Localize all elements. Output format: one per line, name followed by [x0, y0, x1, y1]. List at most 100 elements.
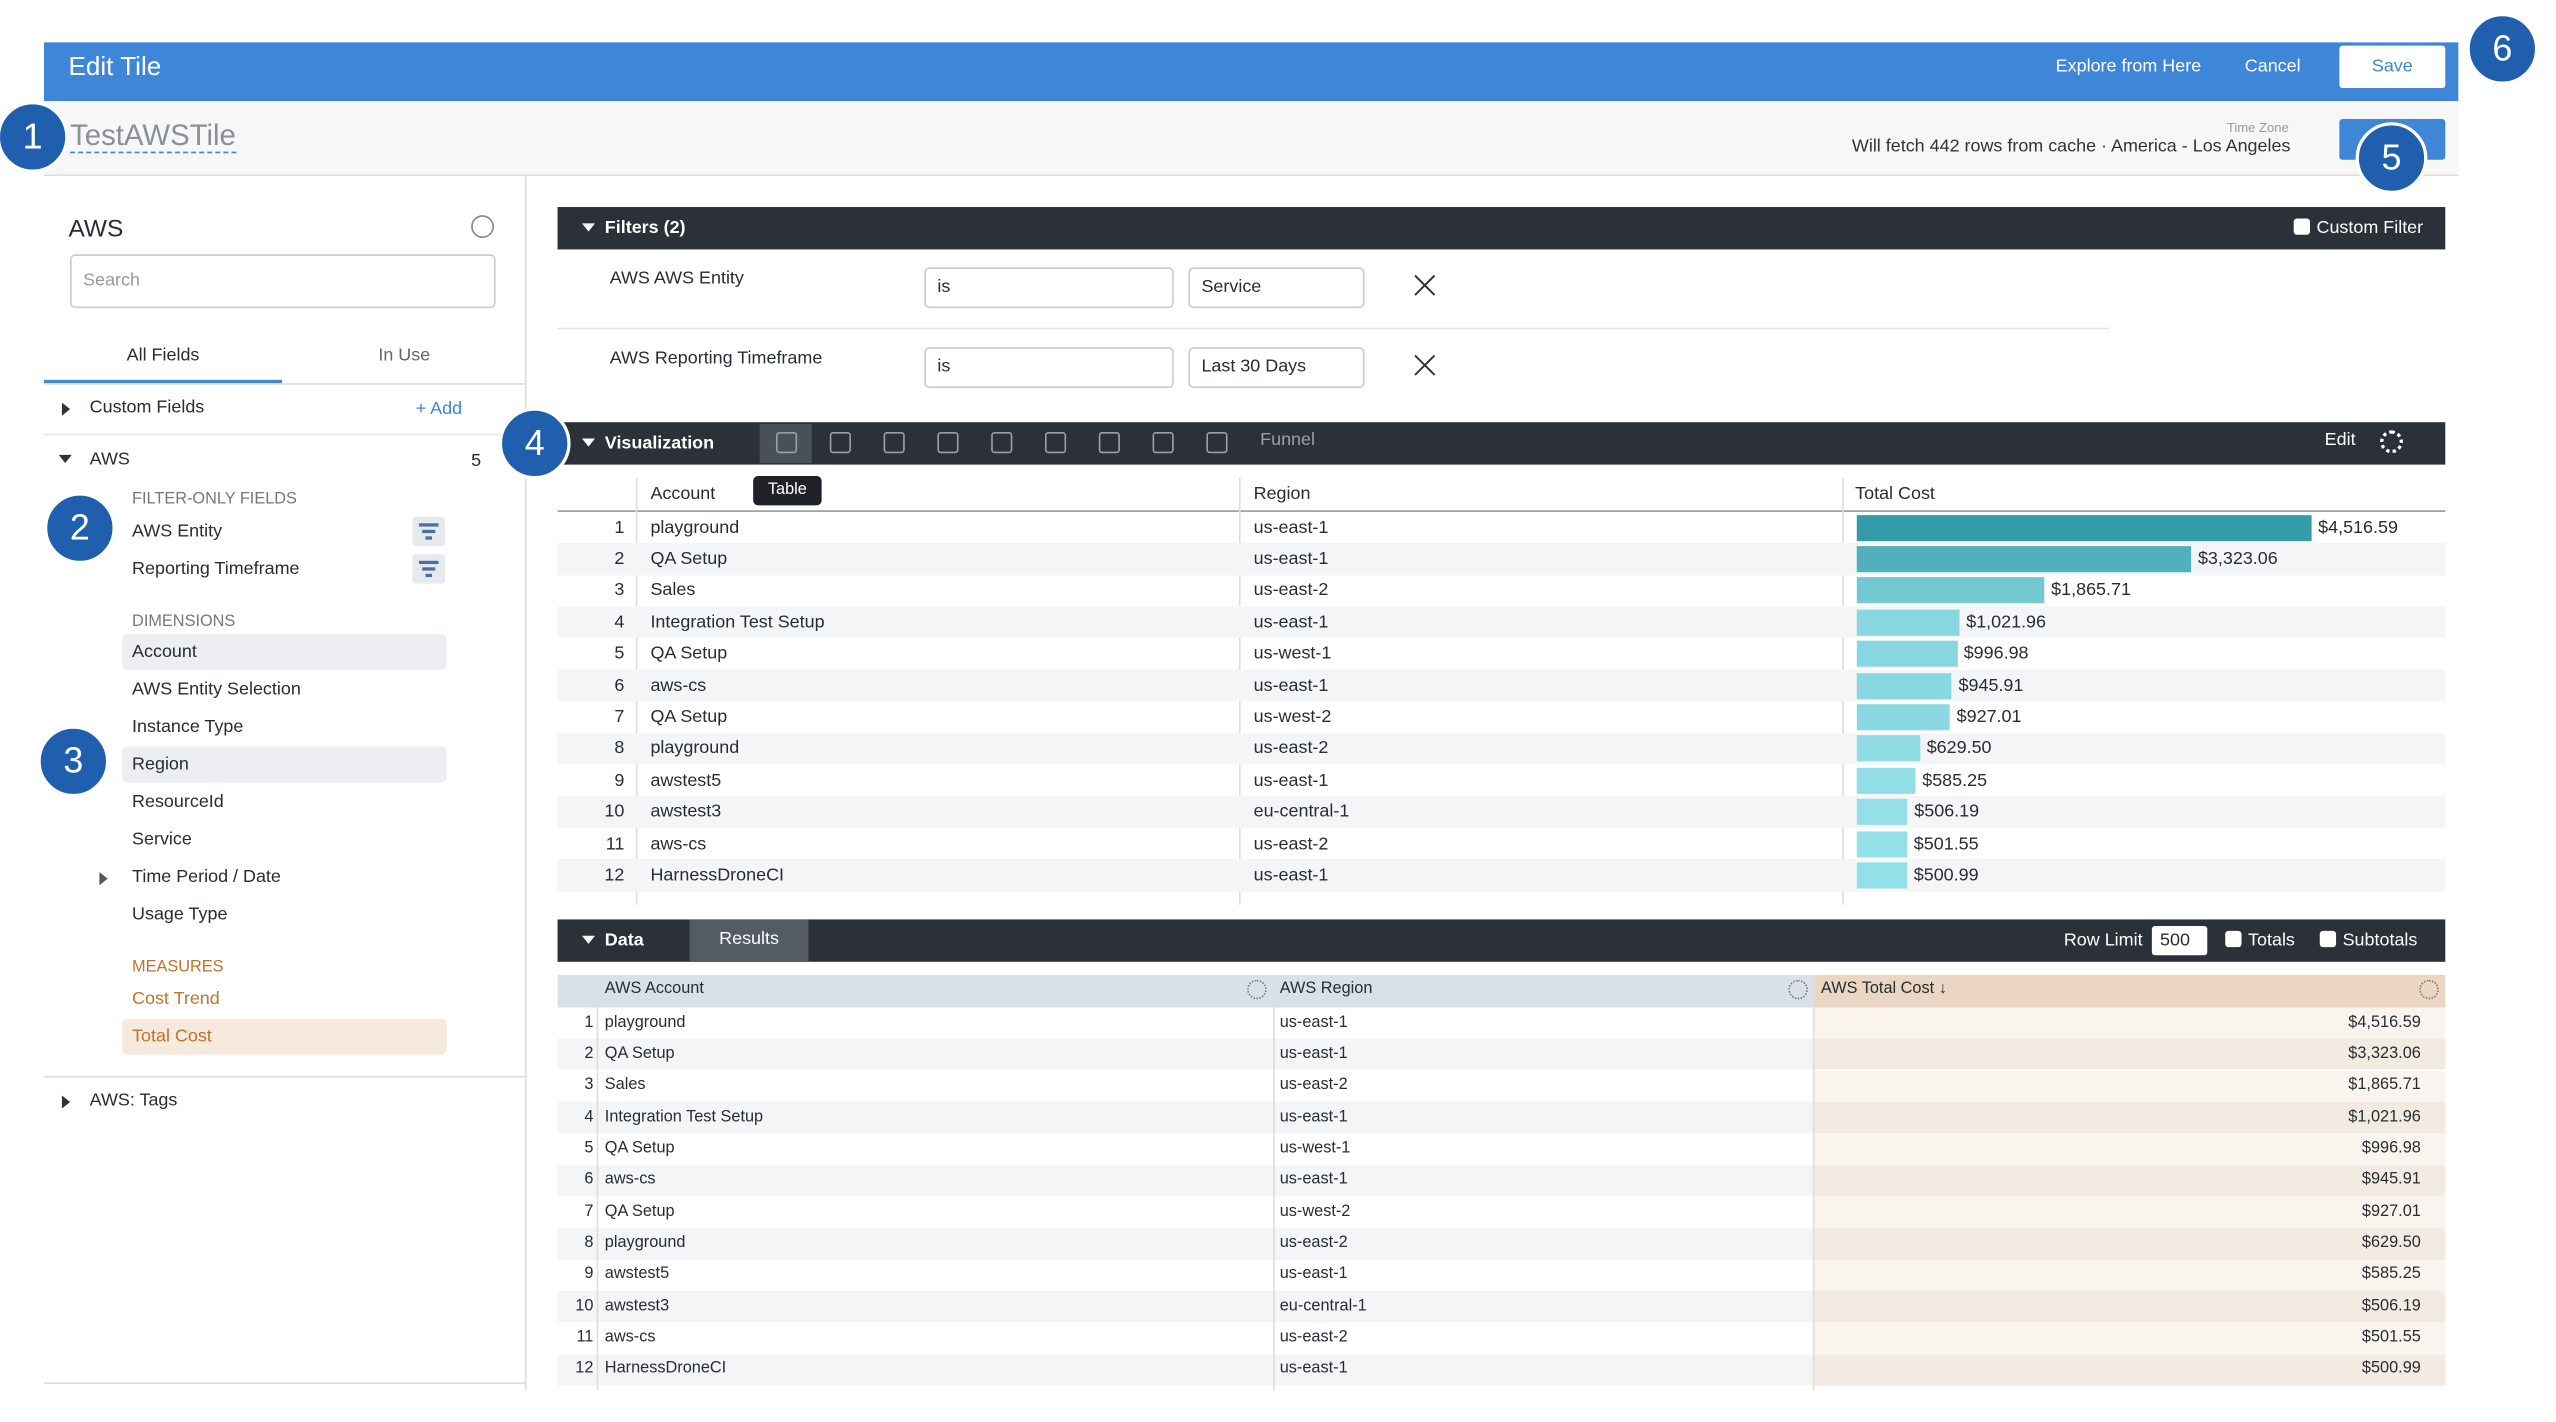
cost-bar [1856, 830, 1908, 857]
column-gear[interactable] [1788, 979, 1808, 1000]
cell: awstest3 [650, 802, 722, 822]
select[interactable] [924, 347, 1174, 388]
checkbox[interactable] [2319, 930, 2337, 948]
column-header[interactable]: AWS Region [1279, 979, 1373, 998]
field[interactable]: Total Cost [132, 1027, 212, 1047]
field[interactable]: Instance Type [132, 717, 244, 737]
field[interactable]: Time Period / Date [132, 867, 281, 887]
filter-icon-line [425, 573, 433, 577]
select-value: is [937, 357, 951, 377]
tab-label[interactable]: Results [719, 929, 779, 949]
row-limit-label: Row Limit [2063, 930, 2143, 951]
column-rule [596, 974, 599, 1391]
save-button[interactable] [2339, 45, 2446, 89]
history-icon[interactable] [471, 215, 494, 239]
select[interactable] [1188, 347, 1365, 388]
rule [44, 433, 527, 436]
row-number: 2 [584, 1044, 594, 1063]
cell: aws-cs [650, 675, 707, 696]
search-box[interactable] [70, 254, 496, 309]
viz-icon[interactable] [1206, 432, 1228, 454]
cell: awstest3 [604, 1297, 670, 1315]
tile-name[interactable]: TestAWSTile [70, 119, 236, 154]
field[interactable]: Reporting Timeframe [132, 559, 300, 579]
viz-icon[interactable] [937, 432, 959, 454]
field[interactable]: ResourceId [132, 792, 224, 812]
cell: QA Setup [650, 549, 728, 569]
cell: $996.98 [2361, 1139, 2421, 1158]
checkbox[interactable] [2293, 218, 2310, 235]
row-number: 8 [584, 1233, 594, 1252]
tab[interactable]: In Use [378, 345, 431, 366]
cancel-button[interactable]: Cancel [2244, 57, 2301, 77]
viz-icon[interactable] [883, 432, 905, 454]
section-title[interactable]: Data [604, 930, 644, 951]
viz-icon[interactable] [1152, 432, 1174, 454]
field[interactable]: Account [132, 642, 197, 662]
cost-column-bg [1814, 1322, 2446, 1355]
cell: $1,865.71 [2348, 1076, 2421, 1095]
step-number: 1 [22, 115, 43, 157]
field[interactable]: AWS Entity [132, 521, 223, 542]
cell: us-west-2 [1253, 707, 1332, 727]
cell: us-west-1 [1279, 1139, 1351, 1158]
table-icon-active[interactable] [759, 423, 812, 463]
column-header: Region [1253, 484, 1311, 504]
filter-icon-line [425, 536, 433, 539]
explore-link[interactable]: Explore from Here [2055, 57, 2202, 77]
row-number: 9 [584, 1265, 594, 1284]
viz-icon[interactable] [829, 432, 851, 454]
cost-bar [1856, 735, 1921, 762]
cell: us-east-1 [1253, 549, 1329, 569]
cost-bar [1856, 704, 1951, 731]
filter-field: AWS Reporting Timeframe [609, 348, 823, 369]
results-tab[interactable] [689, 919, 809, 962]
tab[interactable]: All Fields [126, 345, 200, 366]
field[interactable]: Cost Trend [132, 989, 220, 1010]
cost-bar [1856, 672, 1953, 699]
gear-icon[interactable] [2380, 430, 2403, 454]
viz-icon[interactable] [991, 432, 1013, 454]
select[interactable] [924, 267, 1174, 309]
column-header[interactable]: AWS Total Cost ↓ [1820, 979, 1947, 998]
checkbox[interactable] [2225, 930, 2242, 948]
caret [581, 935, 596, 944]
step-number: 6 [2492, 27, 2513, 69]
row-number: 1 [614, 517, 625, 538]
remove-filter[interactable] [1413, 354, 1436, 377]
cost-column-bg [1814, 1259, 2446, 1292]
edit-button[interactable]: Edit [2324, 430, 2356, 450]
viz-option[interactable]: Funnel [1260, 430, 1315, 450]
data-bar [557, 919, 2446, 962]
column-gear[interactable] [1247, 979, 1267, 1000]
add-link[interactable]: + Add [415, 399, 463, 419]
column-gear[interactable] [2419, 979, 2439, 1000]
select-value: Service [1201, 277, 1262, 297]
cell: QA Setup [604, 1202, 675, 1221]
select[interactable] [1188, 267, 1365, 309]
field[interactable]: Region [132, 754, 189, 775]
remove-filter[interactable] [1413, 274, 1436, 297]
field[interactable]: Usage Type [132, 904, 228, 925]
group-toggle[interactable]: AWS [89, 449, 130, 470]
viz-icon[interactable] [775, 432, 798, 454]
section-title[interactable]: Visualization [604, 433, 715, 454]
cost-column-bg [1814, 1038, 2446, 1071]
save-label[interactable]: Save [2371, 57, 2413, 77]
cost-bar [1856, 577, 2045, 604]
section-title[interactable]: Filters (2) [604, 218, 686, 239]
bar-label: $501.55 [1913, 833, 1979, 854]
group-count: 5 [471, 451, 482, 472]
selected-field [122, 746, 447, 783]
viz-icon[interactable] [1044, 432, 1067, 454]
group-toggle[interactable]: AWS: Tags [89, 1090, 178, 1111]
viz-icon[interactable] [1098, 432, 1120, 454]
field[interactable]: AWS Entity Selection [132, 679, 301, 700]
field[interactable]: Service [132, 829, 192, 850]
row-limit-input[interactable] [2151, 925, 2208, 956]
cell: HarnessDroneCI [604, 1360, 727, 1379]
column-header[interactable]: AWS Account [604, 979, 704, 998]
picker-title: AWS [68, 215, 124, 243]
group-toggle[interactable]: Custom Fields [89, 397, 205, 418]
cell: $500.99 [2361, 1360, 2421, 1379]
